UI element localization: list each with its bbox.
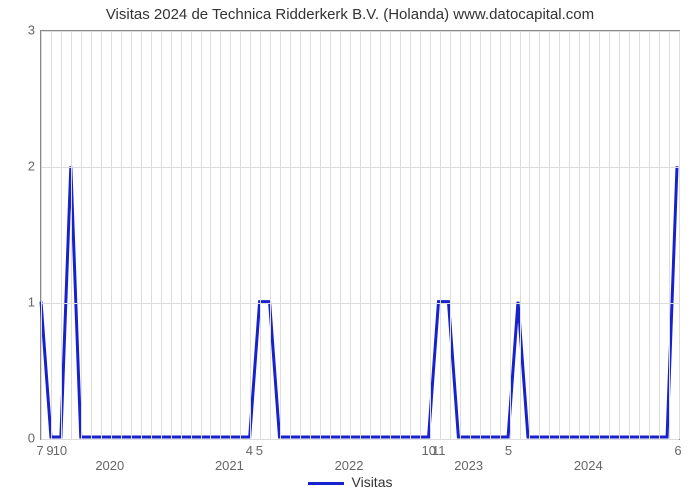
grid-v <box>161 31 162 439</box>
x-point-label: 5 <box>505 443 512 458</box>
grid-v <box>559 31 560 439</box>
grid-v <box>679 31 680 439</box>
grid-v <box>579 31 580 439</box>
legend: Visitas <box>0 474 700 490</box>
grid-v <box>220 31 221 439</box>
legend-swatch <box>308 482 344 485</box>
grid-v <box>290 31 291 439</box>
x-point-label: 7 <box>36 443 43 458</box>
grid-v <box>659 31 660 439</box>
grid-v <box>250 31 251 439</box>
x-year-label: 2022 <box>335 458 364 473</box>
y-tick-label: 2 <box>5 159 35 174</box>
grid-v <box>340 31 341 439</box>
grid-v <box>320 31 321 439</box>
grid-v <box>81 31 82 439</box>
grid-v <box>191 31 192 439</box>
grid-v <box>101 31 102 439</box>
y-tick-label: 3 <box>5 23 35 38</box>
grid-v <box>520 31 521 439</box>
grid-v <box>390 31 391 439</box>
grid-v <box>300 31 301 439</box>
x-point-label: 4 <box>246 443 253 458</box>
grid-v <box>310 31 311 439</box>
grid-v <box>649 31 650 439</box>
grid-v <box>450 31 451 439</box>
grid-v <box>121 31 122 439</box>
grid-v <box>280 31 281 439</box>
grid-v <box>470 31 471 439</box>
grid-v <box>151 31 152 439</box>
x-point-label: 11 <box>432 443 446 458</box>
y-tick-label: 0 <box>5 431 35 446</box>
grid-v <box>480 31 481 439</box>
grid-v <box>230 31 231 439</box>
x-year-label: 2024 <box>574 458 603 473</box>
grid-v <box>181 31 182 439</box>
grid-v <box>41 31 42 439</box>
grid-v <box>370 31 371 439</box>
grid-v <box>350 31 351 439</box>
grid-v <box>609 31 610 439</box>
grid-v <box>400 31 401 439</box>
x-year-label: 2023 <box>454 458 483 473</box>
y-tick-label: 1 <box>5 295 35 310</box>
grid-v <box>71 31 72 439</box>
grid-v <box>420 31 421 439</box>
grid-v <box>500 31 501 439</box>
grid-v <box>61 31 62 439</box>
grid-h <box>41 439 679 440</box>
grid-v <box>549 31 550 439</box>
grid-v <box>270 31 271 439</box>
grid-v <box>539 31 540 439</box>
x-point-label: 6 <box>674 443 681 458</box>
grid-v <box>529 31 530 439</box>
legend-label: Visitas <box>352 474 393 490</box>
grid-v <box>141 31 142 439</box>
grid-v <box>440 31 441 439</box>
grid-v <box>490 31 491 439</box>
grid-v <box>111 31 112 439</box>
x-year-label: 2021 <box>215 458 244 473</box>
grid-v <box>51 31 52 439</box>
grid-v <box>569 31 570 439</box>
grid-v <box>360 31 361 439</box>
grid-v <box>410 31 411 439</box>
grid-v <box>380 31 381 439</box>
x-point-label: 10 <box>53 443 67 458</box>
chart-container: Visitas 2024 de Technica Ridderkerk B.V.… <box>0 0 700 500</box>
grid-v <box>599 31 600 439</box>
x-point-label: 5 <box>256 443 263 458</box>
grid-v <box>131 31 132 439</box>
grid-v <box>639 31 640 439</box>
grid-v <box>240 31 241 439</box>
grid-v <box>589 31 590 439</box>
grid-v <box>430 31 431 439</box>
grid-v <box>210 31 211 439</box>
grid-v <box>260 31 261 439</box>
grid-v <box>510 31 511 439</box>
grid-v <box>619 31 620 439</box>
grid-v <box>171 31 172 439</box>
plot-area <box>40 30 680 440</box>
grid-v <box>91 31 92 439</box>
grid-v <box>330 31 331 439</box>
grid-v <box>201 31 202 439</box>
grid-v <box>460 31 461 439</box>
grid-v <box>669 31 670 439</box>
chart-title: Visitas 2024 de Technica Ridderkerk B.V.… <box>0 6 700 23</box>
x-year-label: 2020 <box>95 458 124 473</box>
grid-v <box>629 31 630 439</box>
